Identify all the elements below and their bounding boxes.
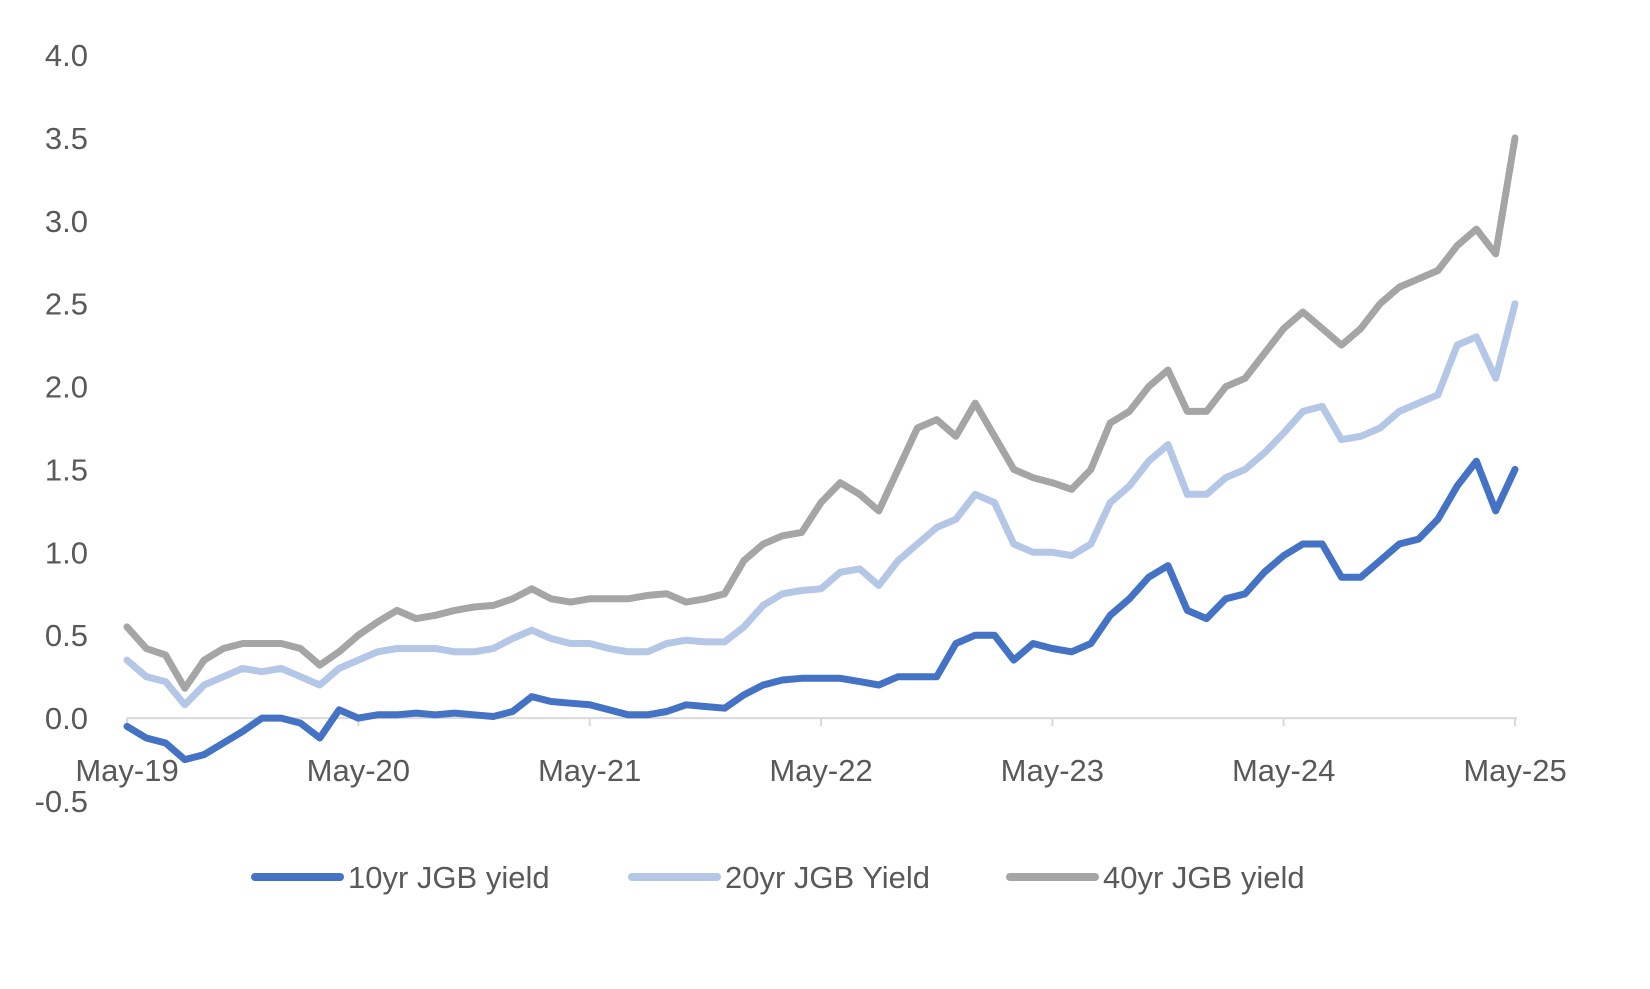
- y-tick-label: -0.5: [35, 784, 88, 819]
- legend-label: 10yr JGB yield: [348, 860, 550, 895]
- y-tick-label: 0.0: [45, 701, 88, 736]
- x-tick-label: May-21: [538, 753, 641, 788]
- x-tick-label: May-24: [1232, 753, 1335, 788]
- x-tick-label: May-25: [1463, 753, 1566, 788]
- y-tick-label: 0.5: [45, 618, 88, 653]
- y-tick-label: 3.0: [45, 204, 88, 239]
- y-tick-label: 2.5: [45, 287, 88, 322]
- y-tick-label: 4.0: [45, 38, 88, 73]
- x-tick-label: May-22: [769, 753, 872, 788]
- y-tick-label: 2.0: [45, 370, 88, 405]
- plot-area: [123, 134, 1519, 764]
- legend: 10yr JGB yield 20yr JGB Yield 40yr JGB yie…: [251, 860, 1305, 895]
- y-axis: -0.5 0.0 0.5 1.0 1.5 2.0 2.5 3.0 3.5 4.0: [35, 38, 88, 819]
- x-tick-label: May-23: [1001, 753, 1104, 788]
- y-tick-label: 1.0: [45, 535, 88, 570]
- legend-label: 20yr JGB Yield: [725, 860, 930, 895]
- series-line-40yr-jgb-yield: [123, 134, 1519, 692]
- legend-label: 40yr JGB yield: [1103, 860, 1305, 895]
- y-tick-label: 3.5: [45, 121, 88, 156]
- series-line-10yr-jgb-yield: [123, 457, 1519, 764]
- x-axis: May-19 May-20 May-21 May-22 May-23 May-24 May-…: [75, 718, 1567, 788]
- series-line-20yr-jgb-yield: [123, 300, 1519, 709]
- x-tick-label: May-20: [307, 753, 410, 788]
- y-tick-label: 1.5: [45, 452, 88, 487]
- x-tick-label: May-19: [75, 753, 178, 788]
